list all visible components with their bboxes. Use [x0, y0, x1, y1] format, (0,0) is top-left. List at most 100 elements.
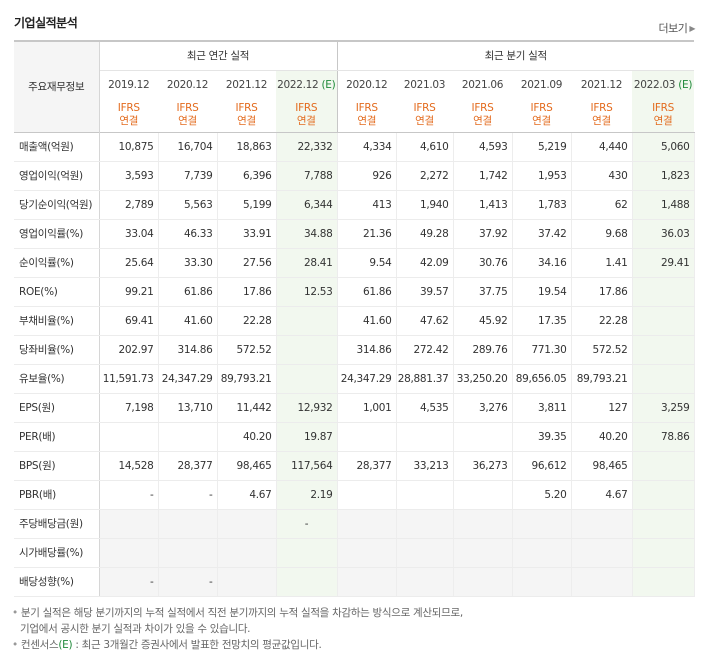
row-label: 당기순이익(억원): [14, 190, 100, 220]
period-label: 2021.12: [580, 78, 623, 91]
table-cell: 9.54: [336, 248, 397, 278]
table-cell: [396, 508, 454, 539]
table-cell: [453, 480, 513, 510]
more-label[interactable]: 더보기: [658, 22, 688, 35]
table-row: 당기순이익(억원) 2,789 5,563 5,199 6,344 413 1,940 1,4…: [14, 190, 695, 220]
table-cell: 289.76: [453, 335, 513, 365]
table-cell: [158, 422, 218, 452]
row-label: 당좌비율(%): [14, 335, 100, 365]
period-header: 2021.12: [571, 70, 632, 99]
period-header: 2021.06: [453, 70, 512, 99]
table-cell: 1,413: [453, 190, 513, 220]
table-cell: 78.86: [632, 422, 695, 452]
row-label: PER(배): [14, 422, 100, 452]
consolidated-label: 연결: [178, 115, 197, 128]
table-cell: 89,793.21: [217, 364, 277, 394]
table-cell: [632, 335, 695, 365]
table-row: 주당배당금(원) -: [14, 508, 695, 539]
more-link[interactable]: 더보기 ▶: [658, 20, 695, 36]
table-cell: 117,564: [276, 451, 338, 481]
table-cell: [632, 538, 695, 568]
table-cell: [512, 538, 572, 568]
table-cell: [632, 451, 695, 481]
table-cell: 3,259: [632, 392, 695, 423]
table-cell: 17.86: [217, 277, 277, 307]
table-cell: 40.20: [217, 422, 277, 452]
ifrs-label: IFRS: [117, 102, 140, 115]
table-cell: 39.57: [396, 277, 454, 307]
table-cell: 11,442: [217, 392, 277, 423]
table-cell: 314.86: [158, 335, 218, 365]
table-cell: [276, 364, 338, 394]
table-cell: 22,332: [276, 131, 338, 162]
table-cell: 5,563: [158, 190, 218, 220]
table-cell: 1,953: [512, 161, 572, 191]
table-cell: 7,739: [158, 161, 218, 191]
table-cell: 7,198: [99, 392, 159, 423]
table-cell: 99.21: [99, 277, 159, 307]
consensus-label: 컨센서스: [20, 639, 59, 651]
table-cell: 11,591.73: [99, 364, 159, 394]
row-label: EPS(원): [14, 392, 100, 423]
table-cell: [571, 508, 633, 539]
table-cell: 29.41: [632, 248, 695, 278]
table-cell: 28,881.37: [396, 364, 454, 394]
period-label: 2020.12: [346, 78, 388, 91]
table-row: 영업이익(억원) 3,593 7,739 6,396 7,788 926 2,272 1,74…: [14, 161, 695, 191]
ifrs-badge: IFRS 연결: [99, 99, 158, 133]
section-title: 기업실적분석: [14, 16, 78, 30]
table-cell: [396, 538, 454, 568]
table-cell: 33.04: [99, 218, 159, 249]
table-cell: [632, 364, 695, 394]
table-cell: 24,347.29: [158, 364, 218, 394]
footnote-1-cont: 기업에서 공시한 분기 실적과 차이가 있을 수 있습니다.: [20, 623, 251, 635]
consolidated-label: 연결: [473, 115, 492, 128]
table-cell: [276, 335, 338, 365]
table-cell: 24,347.29: [336, 364, 397, 394]
table-row: ROE(%) 99.21 61.86 17.86 12.53 61.86 39.57 37.7…: [14, 277, 695, 307]
group-header-quarterly: 최근 분기 실적: [336, 41, 695, 71]
period-header: 2021.09: [512, 70, 571, 99]
table-row: 매출액(억원) 10,875 16,704 18,863 22,332 4,334 4,61…: [14, 131, 695, 162]
corner-header: 주요재무정보: [14, 41, 100, 132]
ifrs-label: IFRS: [652, 102, 674, 115]
table-cell: [396, 567, 454, 597]
table-cell: 16,704: [158, 131, 218, 162]
footnote-1-text: 분기 실적은 해당 분기까지의 누적 실적에서 직전 분기까지의 누적 실적을 …: [20, 607, 463, 619]
table-cell: 30.76: [453, 248, 513, 278]
row-label: ROE(%): [14, 277, 100, 307]
table-cell: [396, 480, 454, 510]
table-cell: [217, 508, 277, 539]
table-cell: 1,783: [512, 190, 572, 220]
row-label: 부채비율(%): [14, 305, 100, 336]
table-row: 배당성향(%) - -: [14, 567, 695, 597]
table-cell: 28.41: [276, 248, 338, 278]
table-cell: 34.88: [276, 218, 338, 249]
table-cell: 89,793.21: [571, 364, 633, 394]
period-header: 2022.03 (E): [632, 70, 695, 99]
table-cell: 62: [571, 190, 633, 220]
table-cell: [632, 277, 695, 307]
table-cell: [512, 567, 572, 597]
consolidated-label: 연결: [119, 115, 139, 128]
consolidated-label: 연결: [415, 115, 434, 128]
table-row: PBR(배) - -4.67 2.19 5.20 4.67: [14, 480, 695, 510]
table-cell: 4,593: [453, 131, 513, 162]
table-cell: 572.52: [217, 335, 277, 365]
row-label: BPS(원): [14, 451, 100, 481]
table-cell: 19.87: [276, 422, 338, 452]
table-cell: 33,250.20: [453, 364, 513, 394]
table-cell: [158, 538, 218, 568]
estimate-mark: (E): [321, 78, 336, 91]
ifrs-label: IFRS: [295, 102, 318, 115]
row-label: 유보율(%): [14, 364, 100, 394]
table-row: 시가배당률(%): [14, 538, 695, 568]
table-cell: [276, 567, 338, 597]
table-cell: 34.16: [512, 248, 572, 278]
table-cell: [158, 508, 218, 539]
table-cell: 27.56: [217, 248, 277, 278]
table-cell: -: [158, 480, 218, 510]
table-cell: [99, 538, 159, 568]
ifrs-badge: IFRS 연결: [512, 99, 571, 133]
table-cell: 4.67: [571, 480, 633, 510]
